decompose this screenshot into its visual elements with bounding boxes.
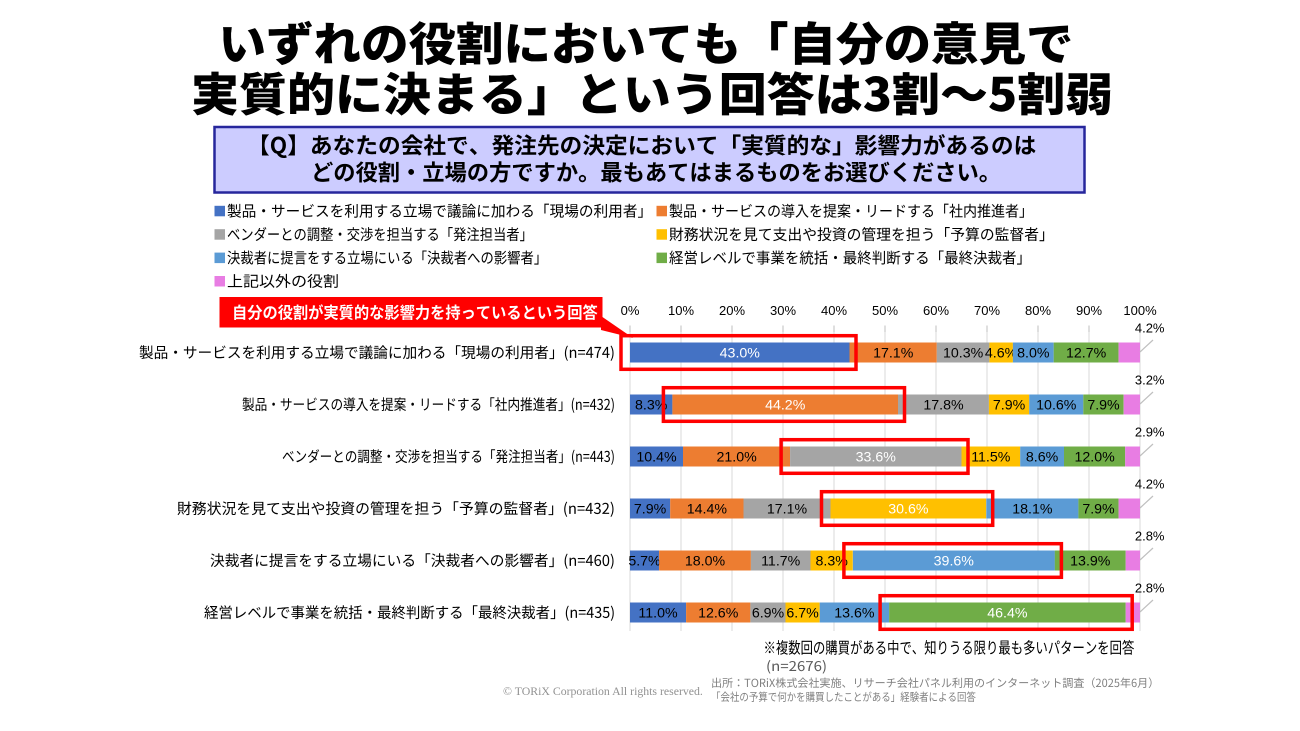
svg-text:43.0%: 43.0%	[720, 346, 761, 362]
svg-text:12.0%: 12.0%	[1074, 450, 1115, 466]
svg-text:3.2%: 3.2%	[1135, 373, 1165, 388]
svg-text:30%: 30%	[770, 303, 796, 318]
svg-text:4.6%: 4.6%	[985, 346, 1018, 362]
svg-text:11.5%: 11.5%	[971, 450, 1011, 466]
svg-text:8.3%: 8.3%	[635, 398, 668, 414]
svg-text:80%: 80%	[1025, 303, 1051, 318]
svg-text:12.7%: 12.7%	[1066, 346, 1107, 362]
svg-text:10.3%: 10.3%	[943, 346, 984, 362]
svg-text:30.6%: 30.6%	[888, 502, 929, 518]
svg-text:90%: 90%	[1076, 303, 1102, 318]
svg-text:33.6%: 33.6%	[856, 450, 897, 466]
svg-text:100%: 100%	[1123, 303, 1157, 318]
svg-text:44.2%: 44.2%	[765, 398, 806, 414]
svg-text:0%: 0%	[621, 303, 640, 318]
svg-text:10.4%: 10.4%	[636, 450, 677, 466]
svg-text:2.8%: 2.8%	[1135, 581, 1165, 596]
svg-text:6.9%: 6.9%	[752, 606, 785, 622]
svg-text:70%: 70%	[974, 303, 1000, 318]
svg-text:2.8%: 2.8%	[1135, 529, 1165, 544]
svg-text:21.0%: 21.0%	[716, 450, 757, 466]
svg-text:12.6%: 12.6%	[698, 606, 739, 622]
svg-text:20%: 20%	[719, 303, 745, 318]
svg-text:39.6%: 39.6%	[934, 554, 975, 570]
svg-text:8.3%: 8.3%	[816, 554, 849, 570]
svg-text:7.9%: 7.9%	[993, 398, 1026, 414]
svg-text:46.4%: 46.4%	[987, 606, 1028, 622]
svg-text:14.4%: 14.4%	[687, 502, 728, 518]
svg-text:5.7%: 5.7%	[628, 554, 661, 570]
svg-text:8.0%: 8.0%	[1017, 346, 1050, 362]
svg-text:11.0%: 11.0%	[638, 606, 678, 622]
svg-text:10.6%: 10.6%	[1036, 398, 1077, 414]
svg-text:17.8%: 17.8%	[923, 398, 964, 414]
svg-text:7.9%: 7.9%	[1087, 398, 1120, 414]
svg-text:10%: 10%	[668, 303, 694, 318]
svg-text:6.7%: 6.7%	[786, 606, 819, 622]
svg-text:17.1%: 17.1%	[767, 502, 808, 518]
svg-text:2.9%: 2.9%	[1135, 425, 1165, 440]
svg-text:8.6%: 8.6%	[1026, 450, 1059, 466]
svg-text:13.6%: 13.6%	[834, 606, 875, 622]
svg-text:© TORiX Corporation All rights: © TORiX Corporation All rights reserved.	[503, 684, 703, 698]
svg-text:13.9%: 13.9%	[1070, 554, 1111, 570]
svg-text:17.1%: 17.1%	[873, 346, 914, 362]
svg-text:60%: 60%	[923, 303, 949, 318]
svg-text:11.7%: 11.7%	[761, 554, 801, 570]
svg-text:18.1%: 18.1%	[1012, 502, 1053, 518]
svg-text:40%: 40%	[821, 303, 847, 318]
svg-text:18.0%: 18.0%	[685, 554, 726, 570]
svg-text:7.9%: 7.9%	[634, 502, 667, 518]
svg-text:50%: 50%	[872, 303, 898, 318]
svg-text:4.2%: 4.2%	[1135, 477, 1165, 492]
svg-text:7.9%: 7.9%	[1082, 502, 1115, 518]
svg-text:4.2%: 4.2%	[1135, 321, 1165, 336]
